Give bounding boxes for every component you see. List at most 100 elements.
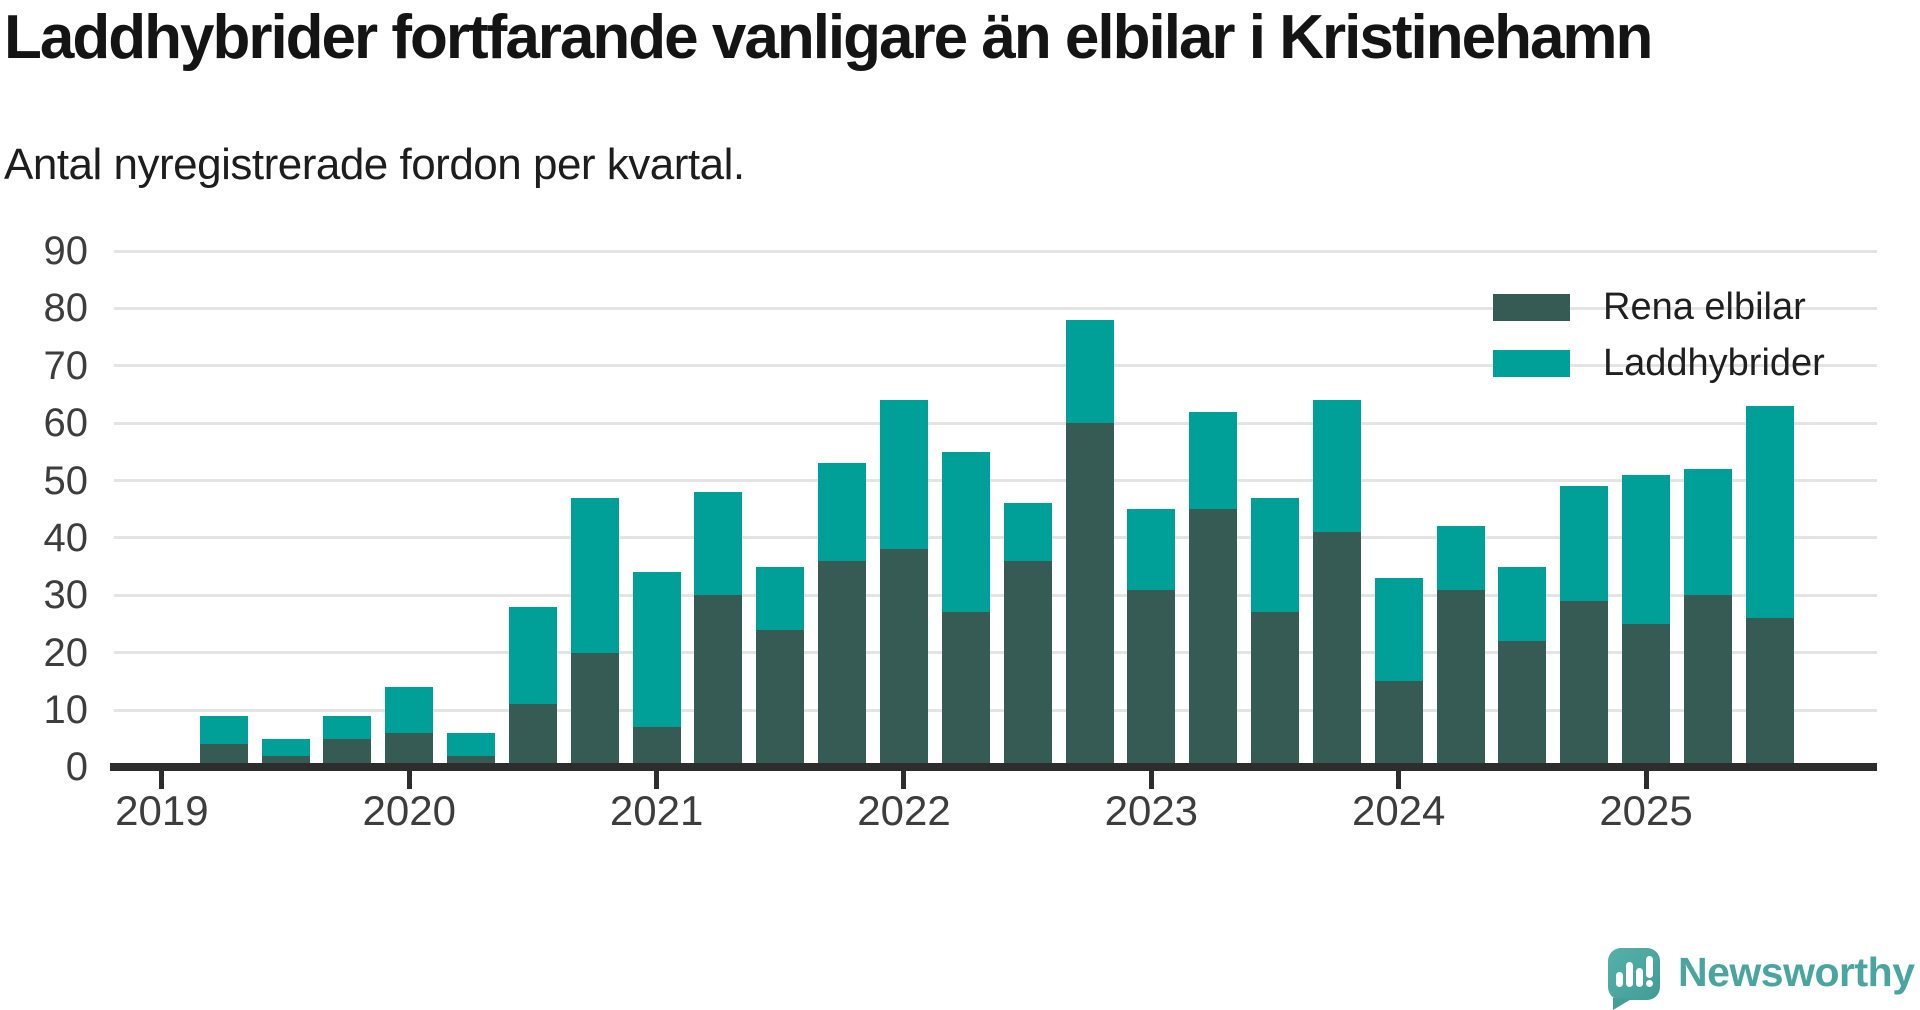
logo-exclamation-dot-icon [1646,980,1653,987]
y-axis-tick-label: 90 [43,229,89,274]
x-axis-year-label: 2022 [857,787,951,834]
bar-segment-laddhybrider [1560,486,1609,601]
bar-segment-rena-elbilar [1498,641,1547,768]
bar-segment-laddhybrider [508,606,557,705]
gridline [114,364,1877,368]
bar-segment-rena-elbilar [879,549,928,768]
x-axis-tick [1643,771,1649,789]
gridline [114,306,1877,310]
y-axis-tick-label: 10 [43,688,89,733]
bar-segment-rena-elbilar [570,652,619,768]
x-axis-line [110,763,1877,771]
bar-segment-laddhybrider [447,732,496,756]
newsworthy-logo-text: Newsworthy [1678,949,1915,995]
legend-item-rena-elbilar: Rena elbilar [1493,288,1806,326]
x-axis-year-label: 2023 [1104,787,1199,834]
bar-segment-rena-elbilar [818,560,867,768]
chart-subtitle: Antal nyregistrerade fordon per kvartal. [4,140,745,189]
bar-segment-laddhybrider [1251,497,1300,613]
bar-segment-rena-elbilar [261,755,310,768]
legend-label-rena-elbilar: Rena elbilar [1603,286,1806,328]
bar-segment-laddhybrider [1127,509,1176,590]
x-axis-year-label: 2020 [362,787,456,834]
bar-segment-laddhybrider [199,715,248,745]
x-axis-year-label: 2019 [115,787,209,834]
x-axis-year-label: 2024 [1351,787,1446,834]
y-axis-tick-label: 20 [43,630,89,675]
legend-swatch-laddhybrider [1493,349,1570,377]
chart-title: Laddhybrider fortfarande vanligare än el… [4,3,1653,72]
bar-segment-rena-elbilar [756,629,805,768]
logo-chart-bar-icon [1626,962,1633,987]
bar-segment-rena-elbilar [1622,623,1671,768]
bar-segment-rena-elbilar [1312,532,1361,768]
bar-segment-rena-elbilar [1683,595,1732,768]
gridline [114,536,1877,540]
bar-segment-laddhybrider [694,492,743,596]
bar-segment-laddhybrider [941,451,990,613]
y-axis-tick-label: 0 [65,745,88,790]
x-axis-year-label: 2025 [1599,787,1693,834]
x-axis-tick [901,771,907,789]
bar-segment-laddhybrider [1498,566,1547,642]
bar-segment-rena-elbilar [1436,589,1485,768]
x-axis-year-label: 2021 [609,787,704,834]
bar-segment-rena-elbilar [385,732,434,768]
bar-segment-laddhybrider [1312,400,1361,533]
logo-exclamation-icon [1646,956,1653,978]
bar-segment-laddhybrider [261,738,310,756]
x-axis-tick [1148,771,1154,789]
y-axis-tick-label: 70 [43,343,89,388]
bar-segment-rena-elbilar [1189,509,1238,768]
y-axis-tick-label: 80 [43,286,89,331]
y-axis-tick-label: 30 [43,573,89,618]
bar-segment-laddhybrider [1003,503,1052,561]
bar-segment-laddhybrider [1189,411,1238,510]
legend-label-laddhybrider: Laddhybrider [1603,342,1825,384]
logo-chart-bar-icon [1636,968,1643,987]
legend-item-laddhybrider: Laddhybrider [1493,344,1825,382]
x-axis-tick [1396,771,1402,789]
bar-segment-rena-elbilar [1251,612,1300,768]
bar-segment-rena-elbilar [199,744,248,768]
bar-segment-rena-elbilar [447,755,496,768]
gridline [114,479,1877,483]
bar-segment-laddhybrider [1436,526,1485,590]
logo-chart-bar-icon [1616,972,1623,987]
bar-segment-laddhybrider [1374,578,1423,682]
bar-segment-laddhybrider [1065,319,1114,424]
bar-segment-laddhybrider [1745,405,1794,619]
bar-segment-rena-elbilar [632,727,681,768]
y-axis-tick-label: 40 [43,515,89,560]
gridline [114,651,1877,655]
bar-segment-laddhybrider [385,687,434,733]
bar-segment-laddhybrider [632,572,681,728]
bar-segment-rena-elbilar [1745,618,1794,768]
gridline [114,249,1877,253]
bar-segment-rena-elbilar [1127,589,1176,768]
legend-swatch-rena-elbilar [1493,293,1570,321]
bar-segment-rena-elbilar [508,704,557,768]
bar-segment-rena-elbilar [1065,423,1114,768]
gridline [114,421,1877,425]
x-axis-tick [406,771,412,789]
bar-segment-laddhybrider [1622,474,1671,624]
bar-segment-laddhybrider [1683,469,1732,596]
bar-segment-laddhybrider [323,715,372,739]
y-axis-tick-label: 50 [43,458,89,503]
bar-segment-laddhybrider [570,497,619,653]
x-axis-tick [159,771,165,789]
bar-segment-laddhybrider [756,566,805,630]
bar-segment-laddhybrider [818,463,867,561]
bar-segment-laddhybrider [879,400,928,550]
bar-segment-rena-elbilar [323,738,372,768]
bar-segment-rena-elbilar [1003,560,1052,768]
gridline [114,593,1877,597]
newsworthy-logo-icon [1608,948,1660,1010]
bar-segment-rena-elbilar [1560,601,1609,768]
bar-segment-rena-elbilar [1374,681,1423,768]
bar-segment-rena-elbilar [694,595,743,768]
y-axis-tick-label: 60 [43,401,89,446]
